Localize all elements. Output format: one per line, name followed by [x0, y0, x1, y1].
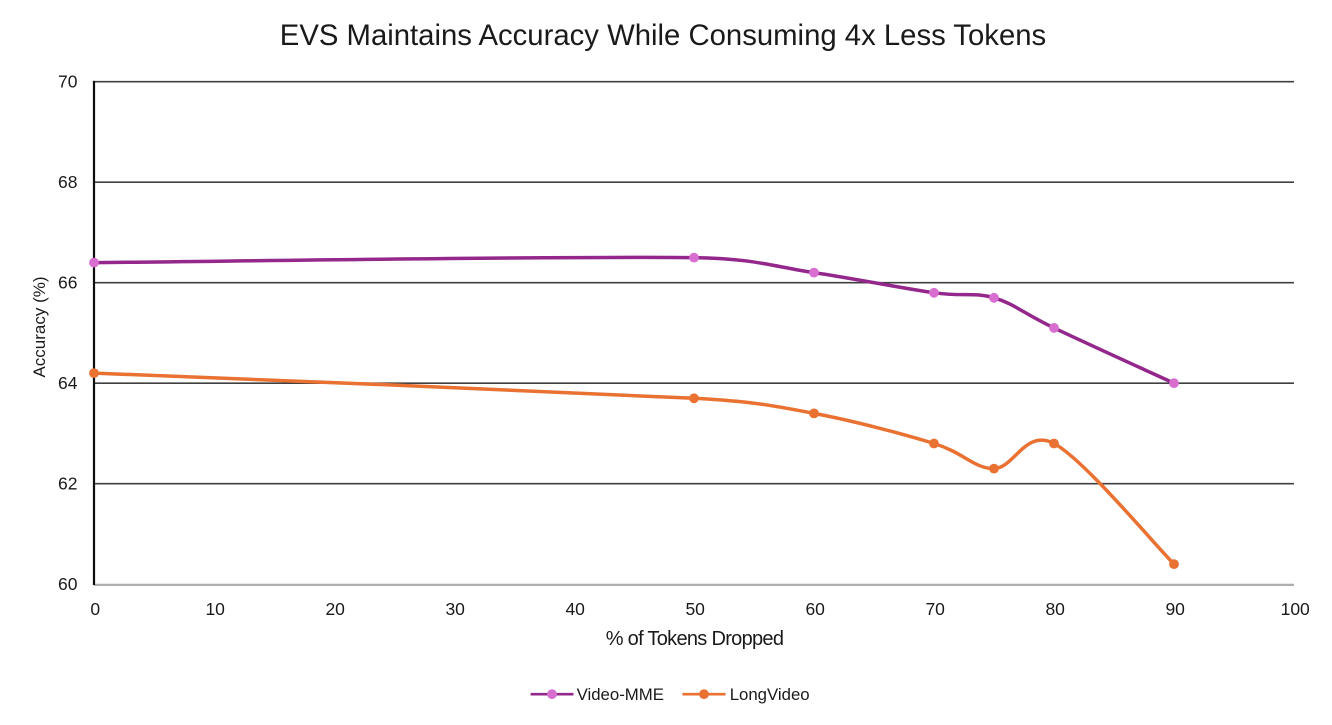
svg-text:80: 80: [1045, 599, 1065, 619]
svg-text:EVS Maintains Accuracy While C: EVS Maintains Accuracy While Consuming 4…: [280, 19, 1046, 52]
svg-text:100: 100: [1281, 599, 1310, 619]
svg-text:30: 30: [445, 599, 465, 619]
svg-text:0: 0: [90, 599, 100, 619]
svg-text:Video-MME: Video-MME: [577, 685, 664, 704]
svg-text:60: 60: [805, 599, 825, 619]
svg-text:20: 20: [325, 599, 345, 619]
svg-text:64: 64: [58, 373, 78, 393]
svg-text:50: 50: [685, 599, 705, 619]
svg-text:Accuracy (%): Accuracy (%): [30, 276, 49, 377]
svg-text:90: 90: [1165, 599, 1185, 619]
svg-text:66: 66: [58, 273, 77, 293]
svg-text:10: 10: [205, 599, 225, 619]
svg-text:60: 60: [58, 574, 78, 594]
svg-text:LongVideo: LongVideo: [730, 685, 810, 704]
svg-text:68: 68: [58, 172, 77, 192]
svg-text:70: 70: [925, 599, 945, 619]
svg-text:62: 62: [58, 474, 77, 494]
svg-text:% of Tokens Dropped: % of Tokens Dropped: [606, 628, 784, 650]
svg-text:70: 70: [58, 72, 78, 92]
svg-text:40: 40: [565, 599, 585, 619]
